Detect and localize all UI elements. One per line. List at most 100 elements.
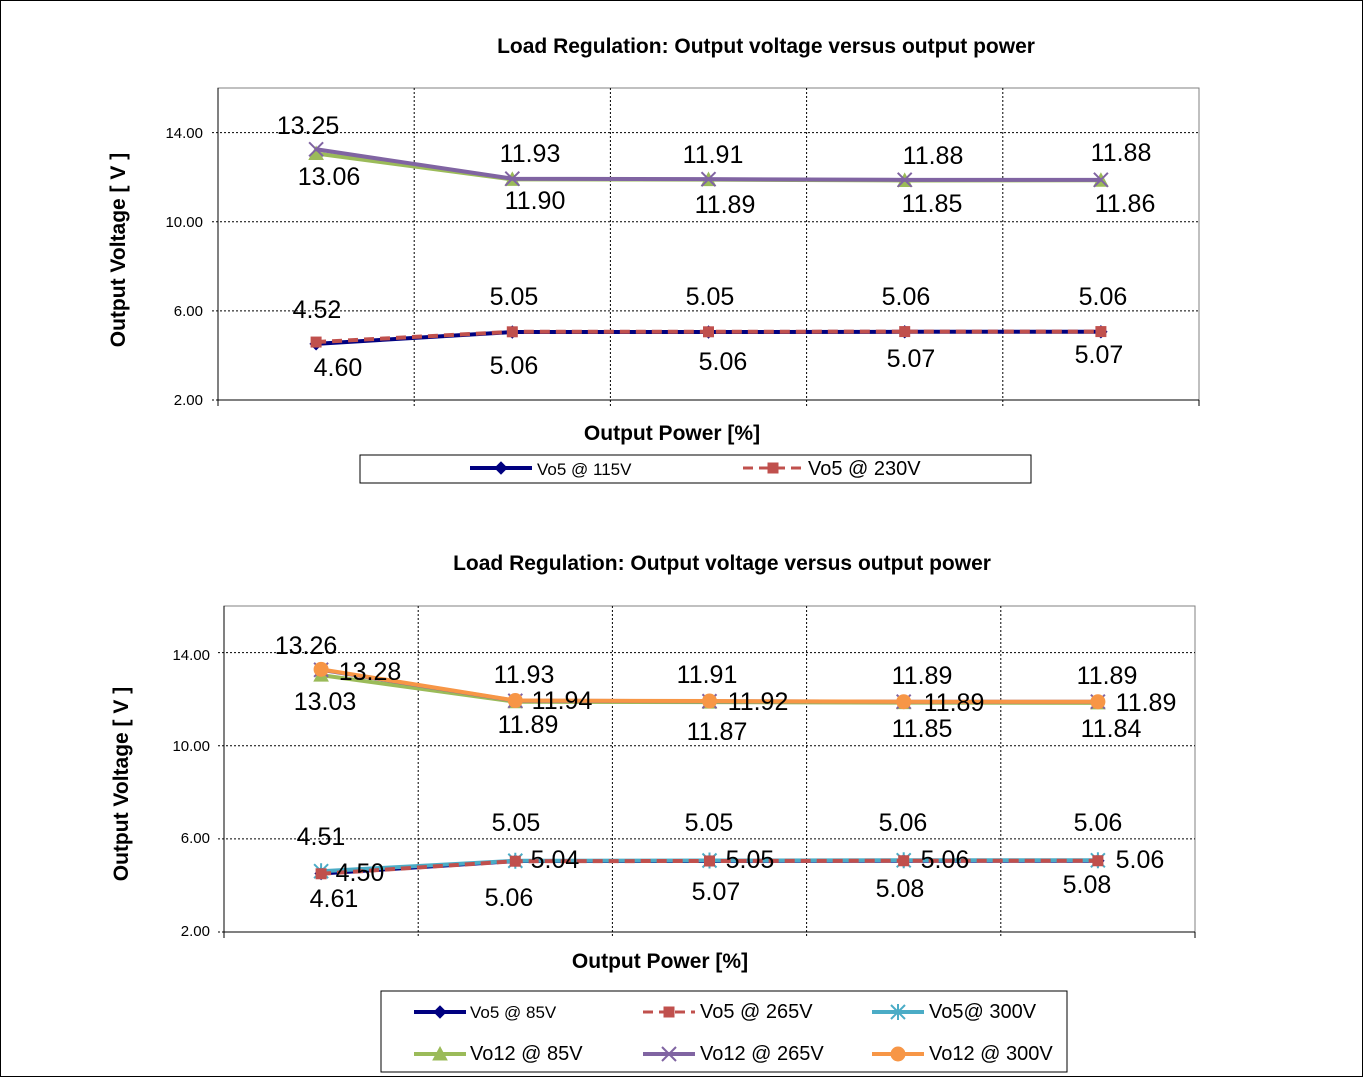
data-label: 5.05 bbox=[492, 809, 541, 837]
chart-2-y-axis-label: Output Voltage [ V ] bbox=[110, 687, 133, 881]
legend-label: Vo5 @ 230V bbox=[808, 458, 921, 480]
data-point bbox=[507, 693, 523, 709]
data-point bbox=[509, 855, 521, 867]
data-point bbox=[1092, 855, 1104, 867]
data-point bbox=[898, 855, 910, 867]
data-point bbox=[315, 868, 327, 880]
data-point-stroke bbox=[700, 171, 717, 187]
data-point bbox=[896, 694, 912, 710]
legend-marker bbox=[433, 1005, 447, 1019]
legend-key-vo5-230v bbox=[743, 462, 803, 474]
chart-2: Load Regulation: Output voltage versus o… bbox=[110, 552, 1196, 1073]
data-point bbox=[702, 693, 717, 709]
data-label: 5.06 bbox=[882, 283, 931, 311]
legend-marker bbox=[890, 1004, 906, 1020]
legend-marker bbox=[663, 1006, 675, 1018]
data-label: 11.88 bbox=[903, 142, 964, 170]
data-label: 5.06 bbox=[879, 809, 928, 837]
data-label: 5.04 bbox=[531, 846, 580, 874]
legend-label: Vo5 @ 85V bbox=[470, 1003, 557, 1022]
data-point bbox=[504, 170, 521, 187]
legend-marker bbox=[767, 462, 779, 474]
data-point bbox=[1095, 326, 1107, 338]
chart-2-ytick-label: 6.00 bbox=[181, 830, 210, 847]
legend-label: Vo5 @ 115V bbox=[537, 460, 632, 479]
chart-1-legend: Vo5 @ 115V Vo5 @ 230V bbox=[359, 454, 1032, 484]
data-point bbox=[308, 141, 324, 157]
chart-2-legend-box bbox=[380, 990, 1068, 1073]
data-label: 5.07 bbox=[692, 878, 741, 906]
data-label: 4.50 bbox=[336, 859, 385, 887]
series-3 bbox=[308, 141, 1109, 188]
chart-2-plot-area bbox=[223, 605, 1196, 933]
data-point bbox=[703, 326, 714, 338]
data-label: 5.06 bbox=[1079, 283, 1128, 311]
data-point bbox=[899, 326, 911, 338]
data-label: 5.06 bbox=[490, 352, 539, 380]
data-point-stroke bbox=[896, 172, 913, 188]
data-label: 4.60 bbox=[314, 354, 363, 382]
chart-1-legend-box bbox=[359, 454, 1032, 484]
data-point bbox=[1090, 694, 1106, 710]
legend-marker-stroke bbox=[661, 1046, 677, 1062]
data-label: 4.61 bbox=[310, 885, 359, 913]
chart-2-legend: Vo5 @ 85V Vo5 @ 265V Vo5@ 300V Vo12 @ 85… bbox=[380, 990, 1068, 1073]
data-label: 11.92 bbox=[728, 688, 789, 716]
data-label: 5.08 bbox=[876, 875, 925, 903]
data-label: 11.91 bbox=[683, 141, 744, 169]
data-label: 11.89 bbox=[498, 711, 559, 739]
data-label: 5.05 bbox=[726, 846, 775, 874]
legend-marker bbox=[432, 1045, 448, 1061]
data-label: 11.93 bbox=[494, 661, 555, 689]
chart-2-x-axis-label: Output Power [%] bbox=[572, 950, 748, 973]
data-point bbox=[310, 336, 322, 348]
series-1 bbox=[315, 855, 1104, 880]
chart-2-gridlines bbox=[218, 606, 1196, 938]
chart-1-ytick-label: 6.00 bbox=[174, 303, 203, 320]
series-1 bbox=[310, 326, 1107, 348]
data-point bbox=[506, 326, 518, 338]
legend-label: Vo12 @ 300V bbox=[929, 1043, 1053, 1065]
legend-key-vo5-265v bbox=[643, 1006, 695, 1018]
data-label: 5.06 bbox=[1074, 809, 1123, 837]
legend-key-vo12-265v bbox=[643, 1046, 695, 1062]
data-label: 5.06 bbox=[699, 348, 748, 376]
data-point bbox=[313, 661, 329, 677]
data-label: 11.85 bbox=[892, 715, 953, 743]
data-label: 13.28 bbox=[339, 658, 402, 686]
chart-2-y-ticks: 2.00 6.00 10.00 14.00 bbox=[172, 647, 210, 940]
data-label: 11.91 bbox=[677, 661, 738, 689]
data-label: 11.93 bbox=[500, 140, 561, 168]
data-label: 11.89 bbox=[695, 191, 756, 219]
data-label: 13.03 bbox=[294, 688, 357, 716]
data-point bbox=[1093, 172, 1109, 188]
data-label: 11.87 bbox=[687, 718, 748, 746]
chart-2-ytick-label: 14.00 bbox=[172, 647, 210, 664]
chart-1-title: Load Regulation: Output voltage versus o… bbox=[497, 35, 1035, 58]
data-point-stroke bbox=[1093, 172, 1109, 188]
data-label: 5.08 bbox=[1063, 871, 1112, 899]
chart-1-ytick-label: 10.00 bbox=[165, 214, 203, 231]
chart-1-data-labels: 13.25 11.93 11.91 11.88 11.88 13.06 11.9… bbox=[277, 112, 1156, 382]
data-label: 11.85 bbox=[902, 190, 963, 218]
data-point bbox=[704, 855, 715, 867]
data-label: 13.26 bbox=[275, 632, 338, 660]
data-point bbox=[700, 171, 717, 187]
chart-1-plot-area bbox=[217, 87, 1200, 401]
chart-2-series bbox=[313, 661, 1106, 881]
chart-1-gridlines bbox=[212, 88, 1200, 406]
legend-label: Vo5 @ 265V bbox=[700, 1001, 813, 1023]
chart-1-series bbox=[308, 141, 1109, 351]
legend-label: Vo12 @ 85V bbox=[470, 1043, 583, 1065]
legend-key-vo5-85v bbox=[414, 1005, 466, 1019]
data-label: 11.86 bbox=[1095, 190, 1156, 218]
legend-marker bbox=[890, 1046, 906, 1062]
data-label: 5.07 bbox=[887, 345, 936, 373]
data-label: 5.05 bbox=[686, 283, 735, 311]
data-point-stroke bbox=[308, 141, 324, 157]
data-label: 11.89 bbox=[1077, 662, 1138, 690]
data-label: 5.06 bbox=[485, 884, 534, 912]
chart-1-ytick-label: 14.00 bbox=[165, 125, 203, 142]
data-label: 11.89 bbox=[924, 689, 985, 717]
